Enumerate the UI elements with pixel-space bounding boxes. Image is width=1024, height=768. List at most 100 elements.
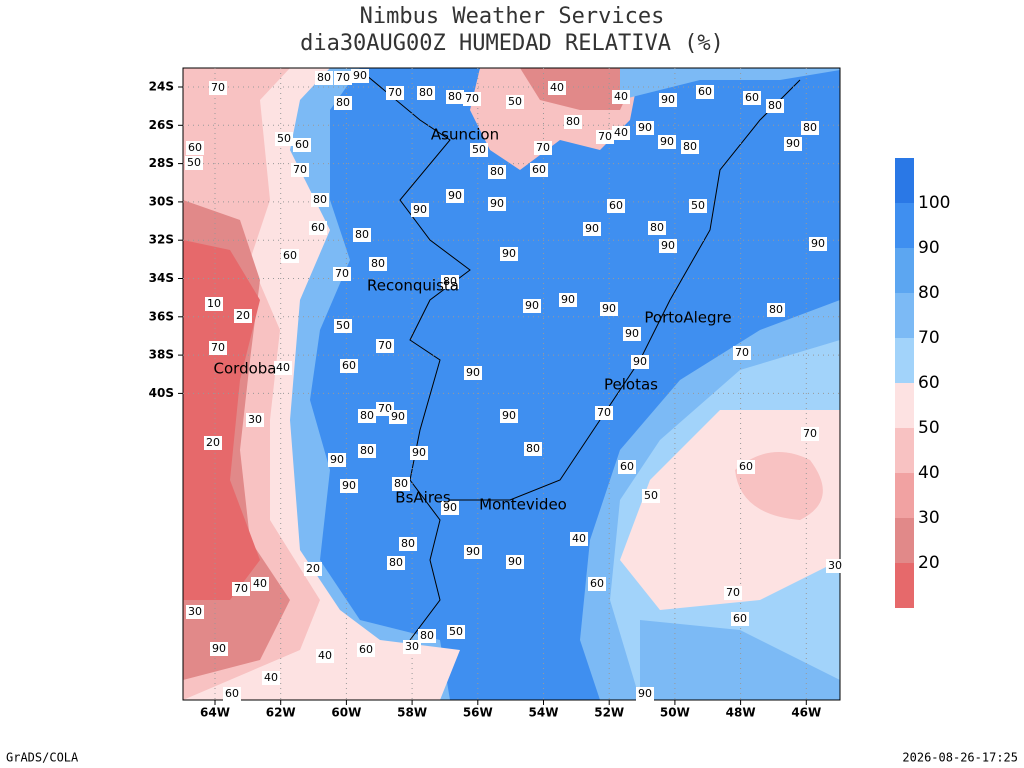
contour-label: 60 [225, 687, 239, 700]
contour-label: 40 [276, 361, 290, 374]
contour-label-bg [340, 479, 358, 493]
contour-label: 90 [508, 555, 522, 568]
contour-label-bg [463, 92, 481, 106]
map-field [183, 68, 840, 700]
contour-label: 90 [786, 137, 800, 150]
footer-left: GrADS/COLA [6, 751, 79, 765]
contour-label: 90 [585, 222, 599, 235]
contour-label: 70 [293, 163, 307, 176]
contour-label-bg [210, 642, 228, 656]
contour-label-bg [659, 93, 677, 107]
contour-label: 60 [590, 577, 604, 590]
contour-label: 70 [536, 141, 550, 154]
contour-label-bg [311, 193, 329, 207]
contour-label-bg [809, 237, 827, 251]
contour-label: 60 [745, 91, 759, 104]
contour-label-bg [446, 189, 464, 203]
city-label: BsAires [395, 489, 451, 507]
contour-label: 90 [342, 479, 356, 492]
lon-label: 64W [200, 706, 230, 720]
contour-label-bg [291, 163, 309, 177]
lon-label: 60W [331, 706, 361, 720]
contour-label: 90 [633, 355, 647, 368]
contour-label: 90 [330, 453, 344, 466]
contour-label-bg [251, 577, 269, 591]
title: Nimbus Weather Services [360, 4, 665, 29]
contour-label: 60 [188, 141, 202, 154]
contour-label-bg [607, 199, 625, 213]
contour-label-bg [733, 346, 751, 360]
contour-label: 90 [561, 293, 575, 306]
legend-label: 100 [918, 193, 950, 213]
contour-label: 90 [502, 409, 516, 422]
contour-label: 60 [698, 85, 712, 98]
contour-label: 30 [248, 413, 262, 426]
contour-label: 70 [211, 341, 225, 354]
contour-label: 50 [187, 156, 201, 169]
contour-label: 80 [448, 90, 462, 103]
contour-label: 60 [359, 643, 373, 656]
contour-label: 70 [735, 346, 749, 359]
contour-label: 40 [550, 81, 564, 94]
contour-label-bg [205, 297, 223, 311]
contour-label-bg [737, 460, 755, 474]
lon-label: 48W [726, 706, 756, 720]
contour-label-bg [612, 90, 630, 104]
contour-label: 40 [253, 577, 267, 590]
legend-label: 50 [918, 418, 940, 438]
contour-label-bg [500, 409, 518, 423]
contour-label-bg [464, 545, 482, 559]
contour-label-bg [340, 359, 358, 373]
contour-label: 60 [342, 359, 356, 372]
contour-label-bg [376, 339, 394, 353]
contour-label: 90 [490, 197, 504, 210]
contour-label-bg [488, 165, 506, 179]
contour-label: 90 [661, 93, 675, 106]
contour-label-bg [530, 163, 548, 177]
contour-label-bg [767, 303, 785, 317]
contour-label-bg [559, 293, 577, 307]
legend-label: 60 [918, 373, 940, 393]
contour-label-bg [648, 221, 666, 235]
contour-label: 70 [597, 406, 611, 419]
contour-label-bg [304, 562, 322, 576]
lon-label: 58W [397, 706, 427, 720]
contour-label: 50 [644, 489, 658, 502]
contour-label: 90 [638, 121, 652, 134]
city-label: Asuncion [431, 126, 499, 144]
contour-label: 30 [405, 640, 419, 653]
contour-label-bg [696, 85, 714, 99]
contour-label: 80 [389, 556, 403, 569]
contour-label-bg [186, 141, 204, 155]
contour-label-bg [369, 257, 387, 271]
contour-label-bg [488, 197, 506, 211]
contour-label: 90 [625, 327, 639, 340]
contour-label: 60 [311, 221, 325, 234]
contour-label: 70 [234, 582, 248, 595]
contour-label: 30 [828, 559, 842, 572]
contour-label-bg [506, 95, 524, 109]
contour-label-bg [403, 640, 421, 654]
contour-label: 90 [443, 501, 457, 514]
contour-label: 40 [572, 532, 586, 545]
contour-label-bg [583, 222, 601, 236]
contour-label-bg [826, 559, 844, 573]
contour-label-bg [724, 586, 742, 600]
contour-label: 80 [336, 96, 350, 109]
contour-label: 80 [317, 71, 331, 84]
contour-label-bg [232, 582, 250, 596]
footer-right: 2026-08-26-17:25 [902, 751, 1018, 765]
lat-label: 34S [149, 271, 174, 285]
legend-label: 30 [918, 508, 940, 528]
contour-label: 80 [394, 477, 408, 490]
legend-swatch [895, 338, 914, 383]
lat-label: 24S [149, 80, 174, 94]
contour-label: 90 [413, 203, 427, 216]
contour-label-bg [399, 537, 417, 551]
contour-label: 80 [420, 629, 434, 642]
contour-label: 70 [465, 92, 479, 105]
contour-label: 10 [207, 297, 221, 310]
lat-label: 32S [149, 233, 174, 247]
contour-label: 80 [355, 228, 369, 241]
